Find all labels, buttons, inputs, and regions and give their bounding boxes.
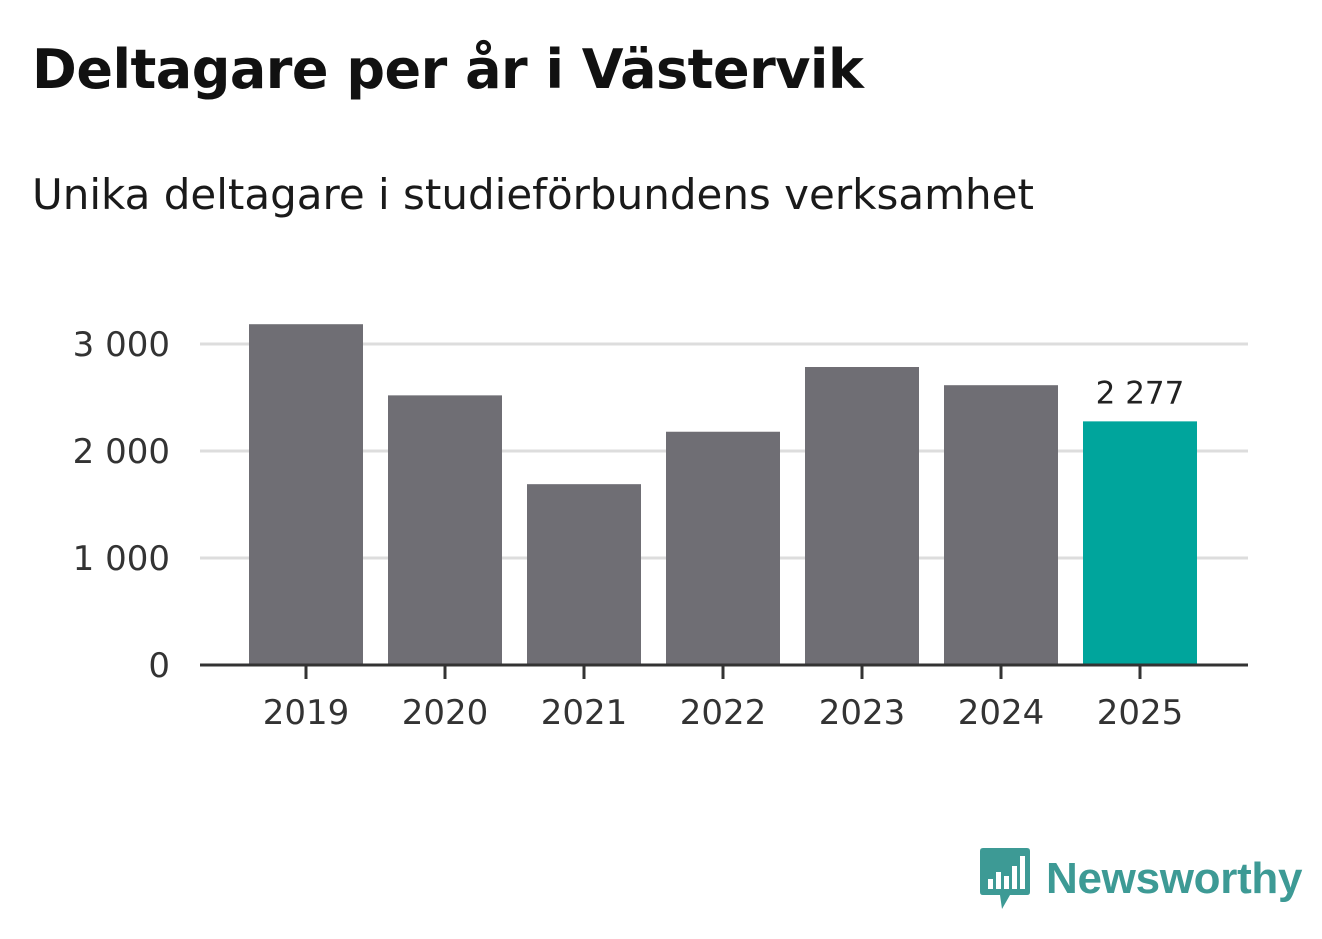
y-tick-labels: 0 1 000 2 000 3 000	[73, 325, 170, 686]
y-tick-label: 0	[148, 646, 170, 686]
x-axis	[200, 663, 1248, 679]
x-tick-label: 2021	[541, 693, 628, 733]
bar-2024	[944, 385, 1058, 665]
bar-2022	[666, 431, 780, 665]
x-tick-labels: 2019 2020 2021 2022 2023 2024 2025	[263, 693, 1184, 733]
x-tick-label: 2025	[1097, 693, 1184, 733]
bar-2025	[1083, 421, 1197, 665]
bar-2021	[527, 484, 641, 665]
bar-2019	[249, 324, 363, 665]
bar-chart-speech-bubble-icon	[980, 848, 1030, 909]
chart-title: Deltagare per år i Västervik	[32, 38, 864, 101]
data-labels: 2 277	[1096, 375, 1185, 411]
y-tick-label: 3 000	[73, 325, 170, 365]
chart-subtitle: Unika deltagare i studieförbundens verks…	[32, 170, 1034, 219]
bar-2023	[805, 367, 919, 665]
y-tick-label: 1 000	[73, 539, 170, 579]
bar-chart: 0 1 000 2 000 3 000 2019 2020 2021 2022 2023 202…	[73, 324, 1248, 733]
x-tick-label: 2022	[680, 693, 767, 733]
x-tick-label: 2024	[958, 693, 1045, 733]
bar-2020	[388, 395, 502, 665]
logo-text: Newsworthy	[1046, 854, 1303, 903]
data-label-2025: 2 277	[1096, 375, 1185, 411]
x-tick-label: 2023	[819, 693, 906, 733]
bars	[249, 324, 1197, 665]
x-tick-label: 2020	[402, 693, 489, 733]
y-tick-label: 2 000	[73, 432, 170, 472]
x-tick-label: 2019	[263, 693, 350, 733]
newsworthy-logo: Newsworthy	[980, 848, 1302, 910]
